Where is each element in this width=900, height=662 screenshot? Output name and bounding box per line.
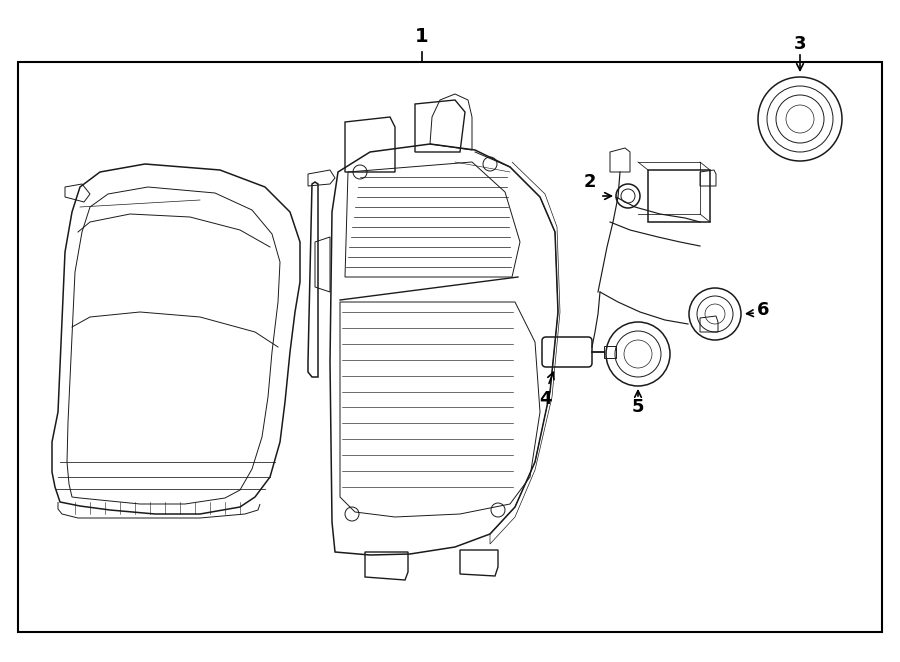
Text: 6: 6 bbox=[757, 301, 770, 319]
Bar bbox=[18, 62, 882, 632]
Bar bbox=[604, 346, 616, 358]
Text: 4: 4 bbox=[539, 390, 551, 408]
Text: 2: 2 bbox=[584, 173, 596, 191]
Text: 3: 3 bbox=[794, 35, 806, 53]
Text: 1: 1 bbox=[415, 28, 428, 46]
Text: 5: 5 bbox=[632, 398, 644, 416]
Bar bbox=[648, 170, 710, 222]
